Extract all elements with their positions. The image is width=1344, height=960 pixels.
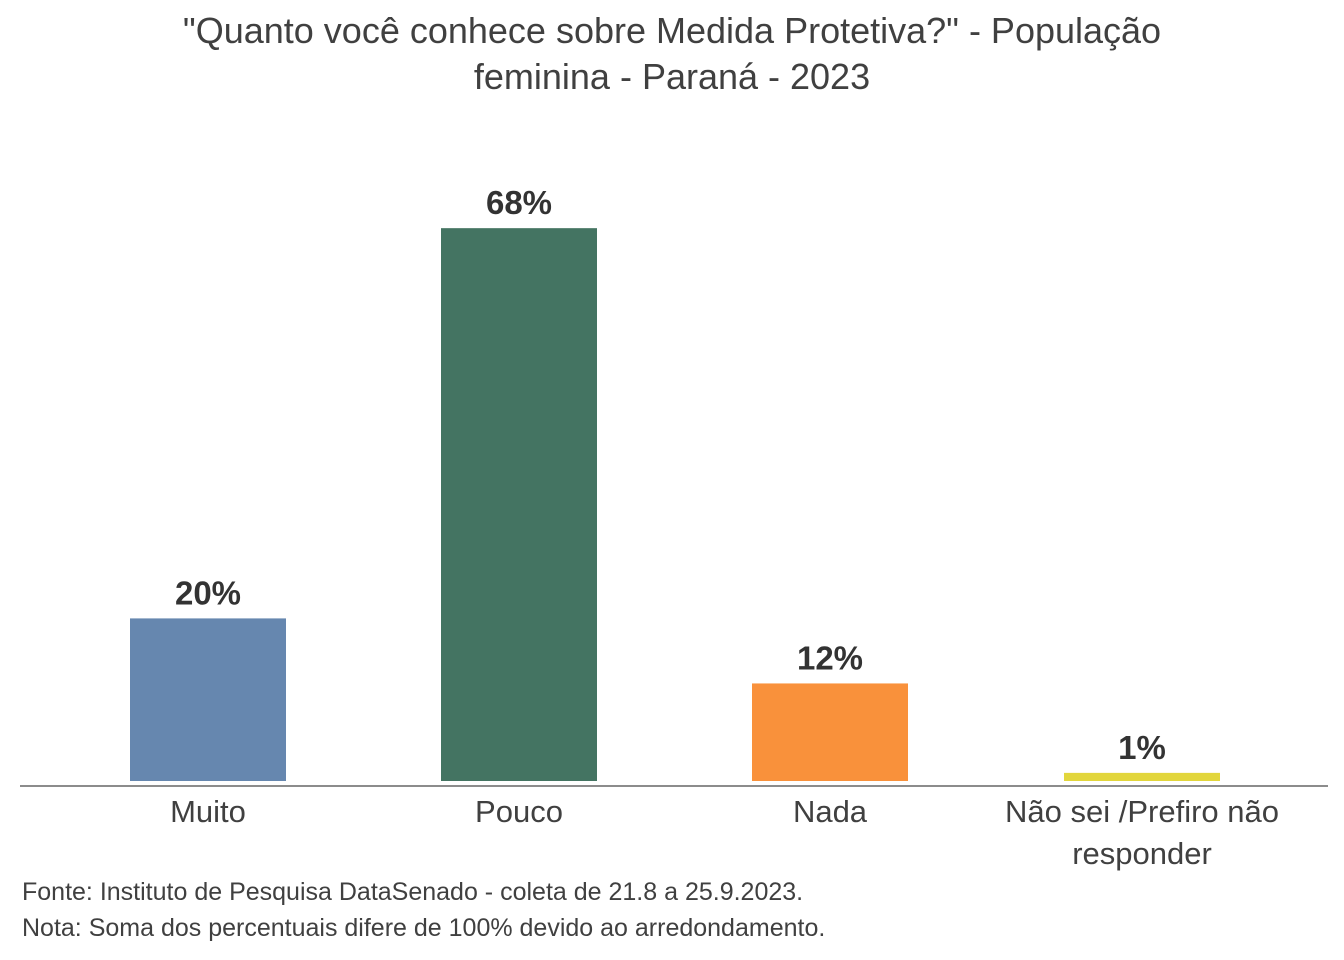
bar-pouco <box>441 228 597 781</box>
rounding-note: Nota: Soma dos percentuais difere de 100… <box>22 914 826 942</box>
chart-title-line-1: "Quanto você conhece sobre Medida Protet… <box>182 10 1162 51</box>
bars-layer <box>130 228 1220 781</box>
tick-label-nao-sei-prefiro-nao-responder-line-1: Não sei /Prefiro não <box>1005 794 1279 829</box>
footnotes: Fonte: Instituto de Pesquisa DataSenado … <box>22 874 825 946</box>
bar-nada <box>752 683 908 781</box>
tick-label-nao-sei-prefiro-nao-responder-line-2: responder <box>1072 836 1212 871</box>
x-tick-labels-layer: Muito Pouco Nada Não sei /Prefiro não respon… <box>170 794 1279 871</box>
chart-title: "Quanto você conhece sobre Medida Protet… <box>0 8 1344 100</box>
source-note: Fonte: Instituto de Pesquisa DataSenado … <box>22 878 804 906</box>
chart-title-line-2: feminina - Paraná - 2023 <box>473 56 871 97</box>
tick-label-muito: Muito <box>170 794 246 829</box>
bar-nao-sei-prefiro-nao-responder <box>1064 772 1220 781</box>
value-label-muito: 20% <box>175 574 241 611</box>
tick-label-pouco: Pouco <box>475 794 563 829</box>
tick-label-nada: Nada <box>793 794 868 829</box>
value-label-nada: 12% <box>797 639 863 676</box>
value-label-pouco: 68% <box>486 184 552 221</box>
bar-muito <box>130 618 286 781</box>
value-labels-layer: 20% 68% 12% 1% <box>175 184 1166 766</box>
value-label-nao-sei-prefiro-nao-responder: 1% <box>1118 729 1166 766</box>
